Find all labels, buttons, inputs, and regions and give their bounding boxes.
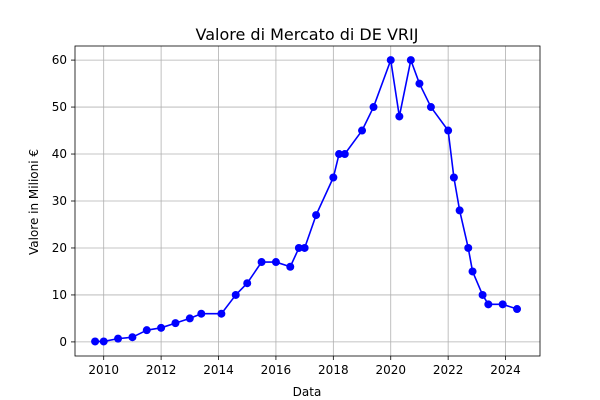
x-tick-label: 2014 <box>203 363 234 377</box>
data-point <box>340 150 349 159</box>
data-point <box>300 243 309 252</box>
data-point <box>478 290 487 299</box>
data-point <box>449 173 458 182</box>
data-point <box>335 150 344 159</box>
data-point <box>426 103 435 112</box>
y-tick-label: 20 <box>52 241 67 255</box>
axis-ticks: 2010 2012 2014 2016 2018 2020 2022 2024 0 10 20 30 4… <box>52 53 521 377</box>
y-tick-label: 60 <box>52 53 67 67</box>
data-point <box>142 326 151 335</box>
y-axis-label: Valore in Milioni € <box>27 149 41 255</box>
data-point <box>406 56 415 65</box>
data-point <box>294 243 303 252</box>
x-axis-label: Data <box>293 385 322 399</box>
data-point <box>171 319 180 328</box>
data-point <box>464 243 473 252</box>
x-tick-label: 2012 <box>146 363 177 377</box>
data-point <box>468 267 477 276</box>
data-point <box>415 79 424 88</box>
y-tick-label: 50 <box>52 100 67 114</box>
chart-title: Valore di Mercato di DE VRIJ <box>196 25 419 44</box>
data-point <box>157 323 166 332</box>
x-tick-label: 2022 <box>433 363 464 377</box>
data-point <box>444 126 453 135</box>
x-tick-label: 2018 <box>318 363 349 377</box>
y-tick-label: 30 <box>52 194 67 208</box>
data-point <box>271 258 280 267</box>
data-point <box>358 126 367 135</box>
y-tick-label: 10 <box>52 288 67 302</box>
data-point <box>329 173 338 182</box>
y-tick-label: 40 <box>52 147 67 161</box>
data-point <box>217 309 226 318</box>
data-point <box>369 103 378 112</box>
data-point <box>197 309 206 318</box>
data-point <box>286 262 295 271</box>
data-point <box>498 300 507 309</box>
data-point <box>395 112 404 121</box>
data-point <box>257 258 266 267</box>
data-series <box>91 56 522 346</box>
data-point <box>91 337 100 346</box>
x-tick-label: 2010 <box>88 363 119 377</box>
data-point <box>455 206 464 215</box>
data-point <box>243 279 252 288</box>
data-point <box>128 333 137 342</box>
x-tick-label: 2016 <box>261 363 292 377</box>
y-tick-label: 0 <box>59 335 67 349</box>
data-point <box>99 337 108 346</box>
data-point <box>114 334 123 343</box>
data-point <box>231 290 240 299</box>
data-point <box>513 305 522 314</box>
x-tick-label: 2020 <box>375 363 406 377</box>
data-point <box>386 56 395 65</box>
data-point <box>484 300 493 309</box>
data-point <box>185 314 194 323</box>
data-point <box>312 211 321 220</box>
x-tick-label: 2024 <box>490 363 521 377</box>
